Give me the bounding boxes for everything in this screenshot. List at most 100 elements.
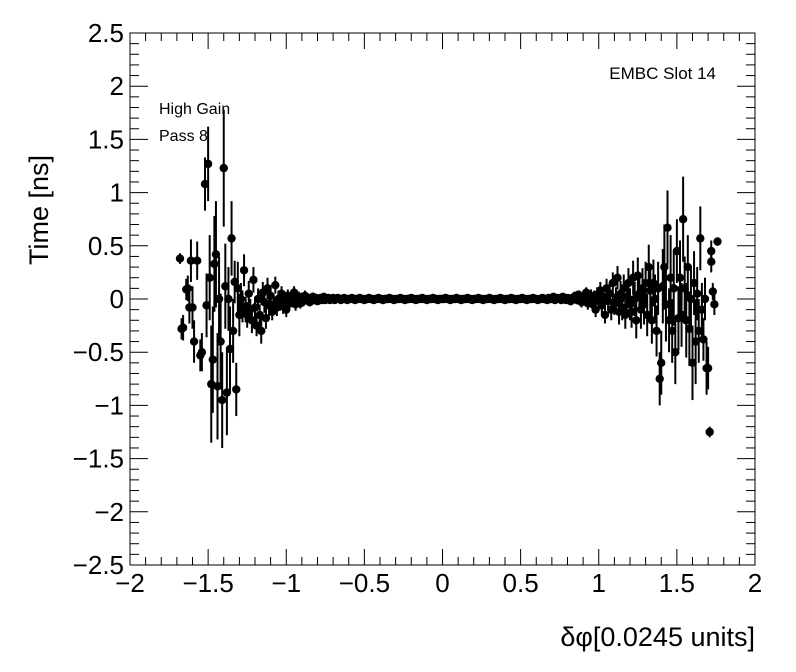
data-point xyxy=(233,261,243,315)
point-marker xyxy=(613,273,622,282)
data-point xyxy=(707,251,716,273)
point-marker xyxy=(202,301,211,310)
data-point xyxy=(703,346,713,390)
data-point xyxy=(669,251,678,326)
data-point xyxy=(600,306,610,324)
data-series xyxy=(175,109,722,448)
data-point xyxy=(188,286,197,329)
point-marker xyxy=(667,326,677,336)
point-marker xyxy=(708,287,718,296)
point-marker xyxy=(244,289,253,298)
point-marker xyxy=(186,256,196,265)
point-marker xyxy=(213,382,222,391)
data-point xyxy=(678,176,688,262)
point-marker xyxy=(255,310,264,320)
point-marker xyxy=(200,179,210,189)
point-marker xyxy=(650,294,660,304)
data-point xyxy=(697,283,707,337)
data-point xyxy=(222,350,232,436)
point-marker xyxy=(189,337,199,346)
point-marker xyxy=(203,159,213,169)
point-marker xyxy=(211,250,221,259)
point-marker xyxy=(689,278,699,288)
point-marker xyxy=(713,237,722,246)
point-marker xyxy=(661,300,671,309)
y-axis-ticks xyxy=(130,32,755,566)
slot-annotation: EMBC Slot 14 xyxy=(609,64,716,83)
data-point xyxy=(205,235,214,321)
point-marker xyxy=(600,310,610,320)
gain-annotation: High Gain xyxy=(159,101,230,118)
y-tick-label: 1.5 xyxy=(88,124,124,154)
data-point xyxy=(203,126,213,202)
point-marker xyxy=(688,358,697,368)
data-point xyxy=(605,283,614,305)
point-marker xyxy=(675,273,685,282)
point-marker xyxy=(192,256,202,265)
data-point xyxy=(686,267,696,331)
y-tick-label: −0.5 xyxy=(73,337,124,367)
data-point xyxy=(228,299,238,363)
point-marker xyxy=(666,273,675,282)
point-marker xyxy=(644,262,653,272)
data-point xyxy=(689,251,699,315)
data-point xyxy=(632,302,641,339)
point-marker xyxy=(219,163,228,173)
point-marker xyxy=(263,284,272,293)
data-point xyxy=(239,254,249,287)
point-marker xyxy=(221,282,230,291)
point-marker xyxy=(228,326,238,336)
data-point xyxy=(692,267,702,321)
point-marker xyxy=(249,275,258,285)
point-marker xyxy=(657,358,666,368)
data-point xyxy=(221,243,230,329)
data-point xyxy=(683,235,693,299)
y-tick-label: 2.5 xyxy=(88,18,124,48)
y-tick-label: 0.5 xyxy=(88,231,124,261)
data-point xyxy=(688,325,697,401)
data-point xyxy=(249,267,258,293)
data-point xyxy=(691,299,700,385)
data-point xyxy=(713,237,722,246)
point-marker xyxy=(694,326,703,336)
y-tick-label: 2 xyxy=(110,71,124,101)
point-marker xyxy=(692,289,702,298)
point-marker xyxy=(266,291,275,301)
point-marker xyxy=(700,294,710,304)
data-point xyxy=(657,330,666,395)
data-point xyxy=(224,267,233,331)
data-point xyxy=(183,275,193,302)
point-marker xyxy=(282,305,291,314)
y-tick-labels: −2.5 −2 −1.5 −1 −0.5 0 0.5 1 1.5 2 2.5 xyxy=(73,18,124,580)
data-point xyxy=(663,190,672,265)
point-marker xyxy=(646,286,655,295)
x-tick-label: −0.5 xyxy=(339,568,390,598)
point-marker xyxy=(210,259,219,269)
point-marker xyxy=(253,294,263,304)
point-marker xyxy=(239,266,249,275)
x-tick-label: −1.5 xyxy=(182,568,233,598)
point-marker xyxy=(216,337,225,346)
data-point xyxy=(257,318,266,344)
data-point xyxy=(213,333,222,440)
point-marker xyxy=(208,355,218,364)
point-marker xyxy=(697,305,707,314)
point-marker xyxy=(647,316,657,325)
pass-annotation: Pass 8 xyxy=(159,128,208,145)
point-marker xyxy=(641,278,650,288)
point-marker xyxy=(222,388,232,397)
data-point xyxy=(671,320,680,385)
data-point xyxy=(650,274,660,324)
point-marker xyxy=(671,348,680,357)
data-point xyxy=(661,267,671,342)
point-marker xyxy=(233,284,243,293)
point-marker xyxy=(707,257,716,266)
point-marker xyxy=(672,246,682,256)
point-marker xyxy=(663,223,672,232)
data-point xyxy=(253,288,263,310)
data-point xyxy=(613,266,622,290)
data-point xyxy=(666,235,675,321)
data-point xyxy=(227,201,236,276)
data-point xyxy=(230,260,239,304)
